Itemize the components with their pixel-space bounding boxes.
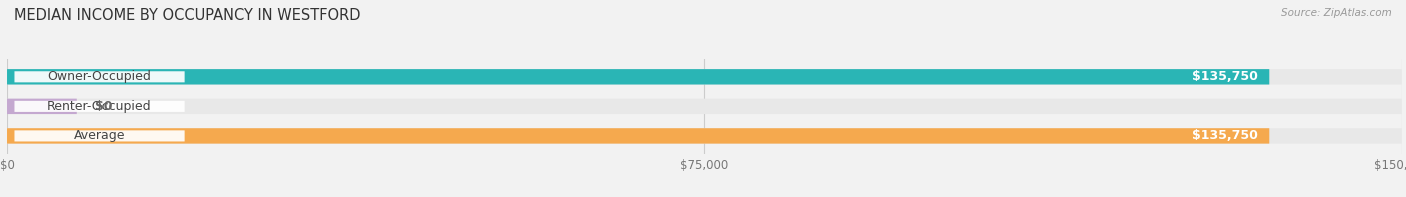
Text: $135,750: $135,750 — [1192, 70, 1258, 83]
FancyBboxPatch shape — [14, 130, 184, 141]
Text: Source: ZipAtlas.com: Source: ZipAtlas.com — [1281, 8, 1392, 18]
FancyBboxPatch shape — [14, 71, 184, 82]
FancyBboxPatch shape — [7, 69, 1402, 85]
FancyBboxPatch shape — [7, 128, 1270, 144]
FancyBboxPatch shape — [7, 128, 1402, 144]
Text: Owner-Occupied: Owner-Occupied — [48, 70, 152, 83]
Text: $0: $0 — [96, 100, 112, 113]
FancyBboxPatch shape — [7, 99, 77, 114]
Text: Average: Average — [73, 129, 125, 142]
FancyBboxPatch shape — [7, 99, 1402, 114]
Text: Renter-Occupied: Renter-Occupied — [48, 100, 152, 113]
Text: $135,750: $135,750 — [1192, 129, 1258, 142]
Text: MEDIAN INCOME BY OCCUPANCY IN WESTFORD: MEDIAN INCOME BY OCCUPANCY IN WESTFORD — [14, 8, 360, 23]
FancyBboxPatch shape — [7, 69, 1270, 85]
FancyBboxPatch shape — [14, 101, 184, 112]
